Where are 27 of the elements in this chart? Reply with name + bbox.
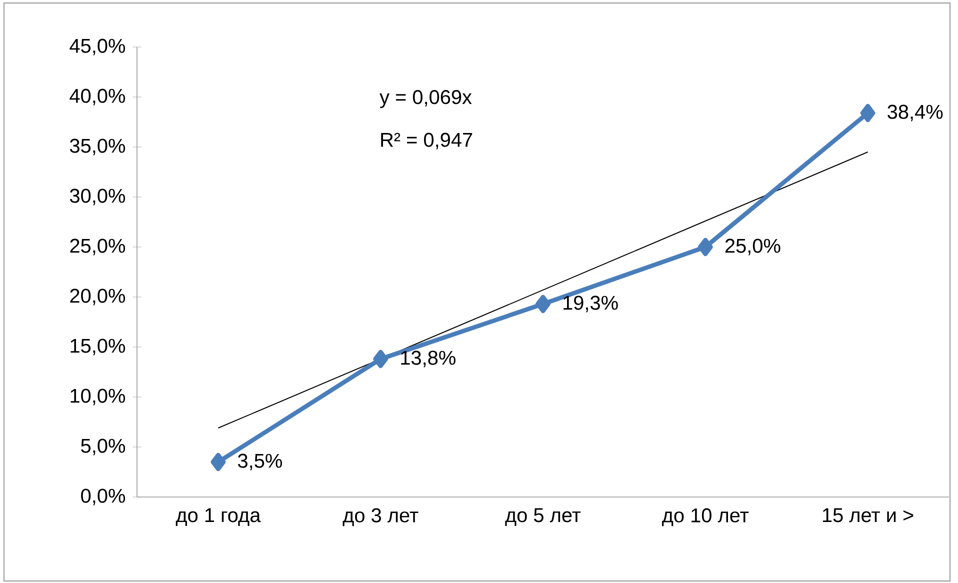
point	[698, 238, 713, 256]
y-tick-label: 5,0%	[81, 438, 126, 456]
y-tick-label: 40,0%	[70, 88, 126, 106]
x-tick-label: 15 лет и >	[822, 508, 914, 522]
point	[373, 350, 388, 368]
annotation: y = 0,069x	[380, 90, 472, 108]
data-label: 38,4%	[888, 104, 943, 122]
y-tick-label: 0,0%	[81, 488, 126, 506]
x-tick-label: до 3 лет	[342, 508, 418, 526]
data-label: 19,3%	[564, 296, 618, 312]
annotation: R² = 0,947	[381, 132, 472, 150]
x-tick-label: до 1 года	[176, 508, 261, 526]
y-tick-label: 10,0%	[70, 388, 126, 406]
y-tick-label: 20,0%	[70, 288, 126, 306]
x-tick-label: до 5 лет	[505, 508, 581, 526]
data-label: 13,8%	[401, 350, 456, 368]
y-tick-label: 30,0%	[70, 188, 126, 206]
data-label: 3,5%	[238, 454, 282, 470]
y-tick-label: 35,0%	[70, 138, 126, 156]
y-tick-label: 25,0%	[70, 238, 126, 256]
y-tick-label: 45,0%	[70, 38, 126, 56]
data-label: 25,0%	[725, 238, 780, 256]
y-tick-label: 15,0%	[70, 338, 126, 356]
point	[860, 104, 876, 122]
point	[536, 294, 550, 314]
x-tick-label: до 10 лет	[662, 508, 749, 526]
point	[210, 452, 226, 472]
